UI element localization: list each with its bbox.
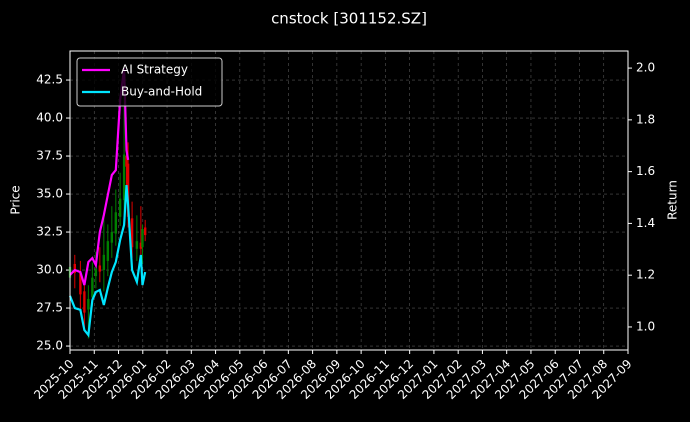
y-tick-label: 30.0 (36, 263, 63, 277)
candle-body (79, 273, 82, 295)
candle-body (139, 242, 143, 249)
legend-label: Buy-and-Hold (121, 85, 202, 99)
legend-box (76, 57, 223, 107)
candle-body (126, 163, 130, 217)
candle-body (143, 227, 147, 236)
y2-tick-label: 1.0 (636, 319, 655, 333)
candle-body (73, 263, 76, 274)
y-tick-label: 35.0 (36, 187, 63, 201)
legend-label: AI Strategy (121, 63, 188, 77)
candle-body (114, 212, 118, 234)
candle-body (94, 268, 98, 277)
candle-body (87, 298, 90, 310)
candle-body (141, 229, 144, 248)
series-line (68, 185, 147, 338)
y2-tick-label: 2.0 (636, 61, 655, 75)
y2-axis-label: Return (666, 180, 680, 220)
y2-tick-label: 1.6 (636, 164, 655, 178)
y-tick-label: 40.0 (36, 111, 63, 125)
y2-tick-label: 1.8 (636, 112, 655, 126)
y-tick-label: 27.5 (36, 301, 63, 315)
plot-frame (69, 50, 629, 351)
candle-body (91, 277, 94, 298)
y2-tick-label: 1.2 (636, 268, 655, 282)
candle-body (118, 198, 122, 217)
legend: AI Strategy Buy-and-Hold (76, 57, 223, 107)
candle-body (122, 154, 126, 201)
y2-tick-label: 1.4 (636, 216, 655, 230)
y-axis-label: Price (9, 185, 23, 214)
chart-title: cnstock [301152.SZ] (271, 10, 427, 28)
candle-body (102, 254, 106, 271)
candle-body (106, 241, 110, 261)
candle-body (83, 291, 86, 313)
y-tick-label: 37.5 (36, 149, 63, 163)
y-tick-label: 42.5 (36, 73, 63, 87)
candle-body (110, 232, 114, 243)
candle-body (130, 218, 134, 248)
y-tick-label: 25.0 (36, 339, 63, 353)
candle-body (125, 156, 128, 167)
y-tick-label: 32.5 (36, 225, 63, 239)
candle-body (135, 241, 139, 249)
candle-body (98, 265, 102, 272)
